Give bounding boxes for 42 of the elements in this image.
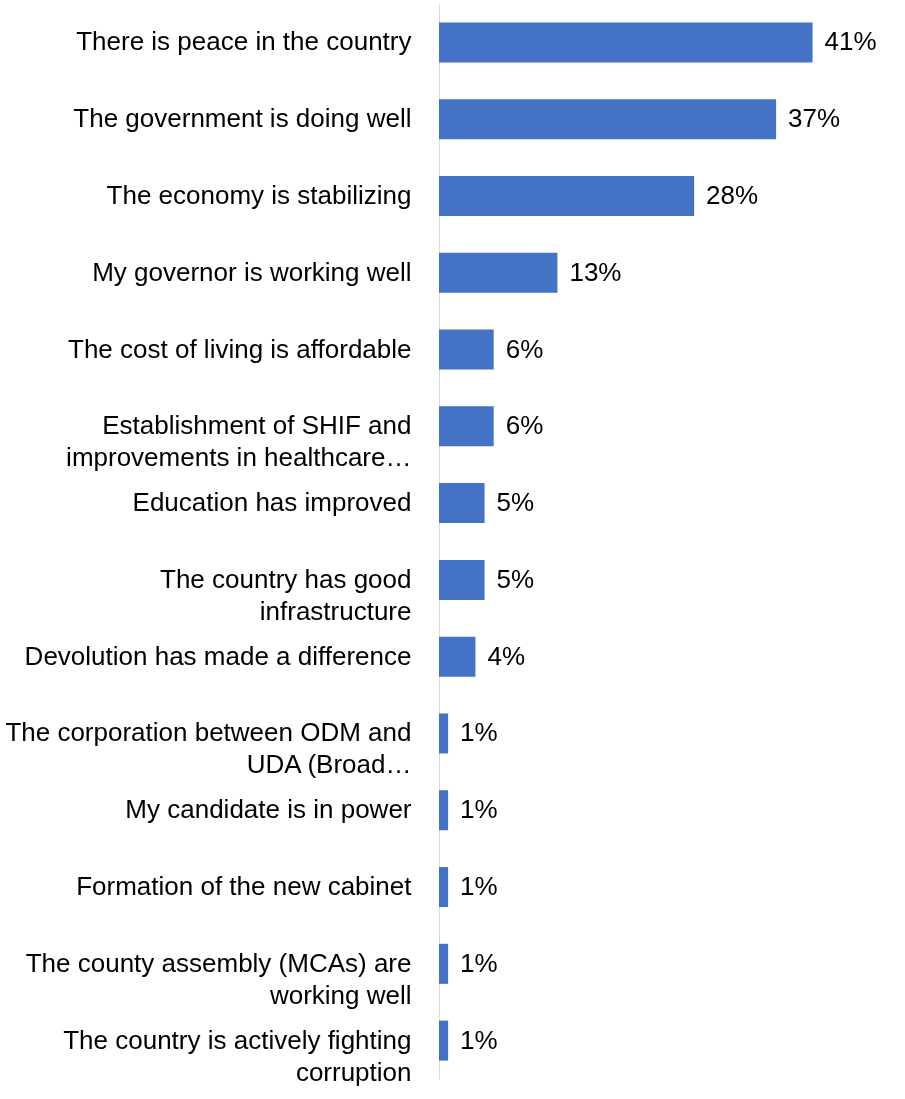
data-label: 6% bbox=[505, 410, 544, 441]
data-label: 28% bbox=[706, 179, 759, 210]
bar bbox=[439, 406, 494, 447]
bar bbox=[439, 329, 494, 370]
y-tick-label: The country is actively fighting corruption bbox=[63, 1024, 412, 1087]
data-label: 1% bbox=[460, 717, 498, 748]
data-label: 37% bbox=[788, 103, 841, 134]
bar bbox=[439, 790, 449, 831]
y-tick-label: The corporation between ODM and UDA (Broad… bbox=[5, 717, 412, 780]
y-tick-label: The government is doing well bbox=[73, 103, 412, 134]
data-label: 1% bbox=[460, 871, 498, 902]
y-tick-label: Formation of the new cabinet bbox=[76, 871, 413, 902]
data-label: 5% bbox=[496, 563, 535, 594]
bar bbox=[439, 559, 485, 600]
bar bbox=[439, 483, 485, 524]
y-tick-label: The economy is stabilizing bbox=[106, 179, 412, 210]
y-tick-label: My governor is working well bbox=[92, 256, 412, 287]
y-tick-label: Establishment of SHIF and improvements in healthcare… bbox=[66, 410, 412, 473]
bar bbox=[439, 1020, 449, 1061]
y-tick-label: Education has improved bbox=[132, 487, 412, 518]
bar bbox=[439, 943, 449, 984]
y-tick-label: There is peace in the country bbox=[76, 26, 412, 57]
bar bbox=[439, 636, 476, 677]
y-tick-label: My candidate is in power bbox=[125, 794, 412, 825]
data-label: 1% bbox=[460, 794, 498, 825]
data-label: 5% bbox=[496, 487, 535, 518]
data-label: 1% bbox=[460, 947, 498, 978]
y-tick-label: The cost of living is affordable bbox=[68, 333, 412, 364]
bar bbox=[439, 252, 558, 293]
data-label: 41% bbox=[824, 26, 877, 57]
bar bbox=[439, 22, 813, 63]
data-label: 6% bbox=[505, 333, 544, 364]
bar bbox=[439, 99, 777, 140]
data-label: 4% bbox=[487, 640, 526, 671]
bar bbox=[439, 713, 449, 754]
y-tick-label: The county assembly (MCAs) are working well bbox=[25, 947, 412, 1010]
data-label: 13% bbox=[569, 256, 622, 287]
bar bbox=[439, 867, 449, 908]
y-tick-label: The country has good infrastructure bbox=[160, 563, 412, 626]
y-tick-label: Devolution has made a difference bbox=[24, 640, 412, 671]
data-label: 1% bbox=[460, 1024, 498, 1055]
bar bbox=[439, 175, 695, 216]
